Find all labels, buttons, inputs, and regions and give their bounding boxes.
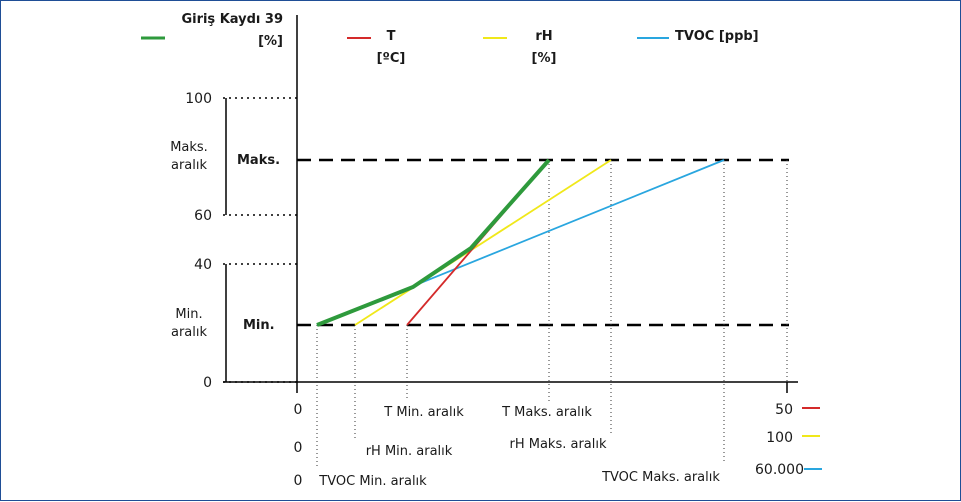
legend-t-label: T [387, 29, 396, 44]
y-tick-0: 0 [203, 375, 212, 391]
legend-tvoc-label: TVOC [ppb] [675, 29, 759, 44]
max-range-label: Maks. [170, 140, 208, 155]
max-range-label-2: aralık [171, 158, 208, 173]
legend-rh-unit: [%] [532, 51, 557, 66]
t-row-end: 50 [775, 402, 793, 418]
tvoc-min-label: TVOC Min. aralık [318, 474, 427, 489]
max-level-label: Maks. [237, 153, 280, 168]
min-range-label: Min. [175, 307, 202, 322]
input-reg-line [316, 158, 551, 327]
t-max-label: T Maks. aralık [501, 405, 592, 420]
y-tick-40: 40 [194, 257, 212, 273]
tvoc-row-start: 0 [294, 473, 303, 489]
y-tick-60: 60 [194, 208, 212, 224]
rh-row-start: 0 [294, 440, 303, 456]
legend-t-unit: [ºC] [377, 51, 406, 66]
rh-range-line [354, 159, 612, 326]
legend-input-reg-label: Giriş Kaydı 39 [181, 12, 283, 27]
legend-input-reg-unit: [%] [258, 34, 283, 49]
rh-row-end: 100 [766, 430, 793, 446]
y-tick-100: 100 [185, 91, 212, 107]
tvoc-row-end: 60.000 [755, 462, 804, 478]
t-row-start: 0 [294, 402, 303, 418]
tvoc-max-label: TVOC Maks. aralık [601, 470, 720, 485]
legend-rh-label: rH [535, 29, 552, 44]
min-range-label-2: aralık [171, 325, 208, 340]
rh-min-label: rH Min. aralık [366, 444, 453, 459]
t-min-label: T Min. aralık [383, 405, 464, 420]
rh-max-label: rH Maks. aralık [509, 437, 607, 452]
min-level-label: Min. [243, 318, 275, 333]
